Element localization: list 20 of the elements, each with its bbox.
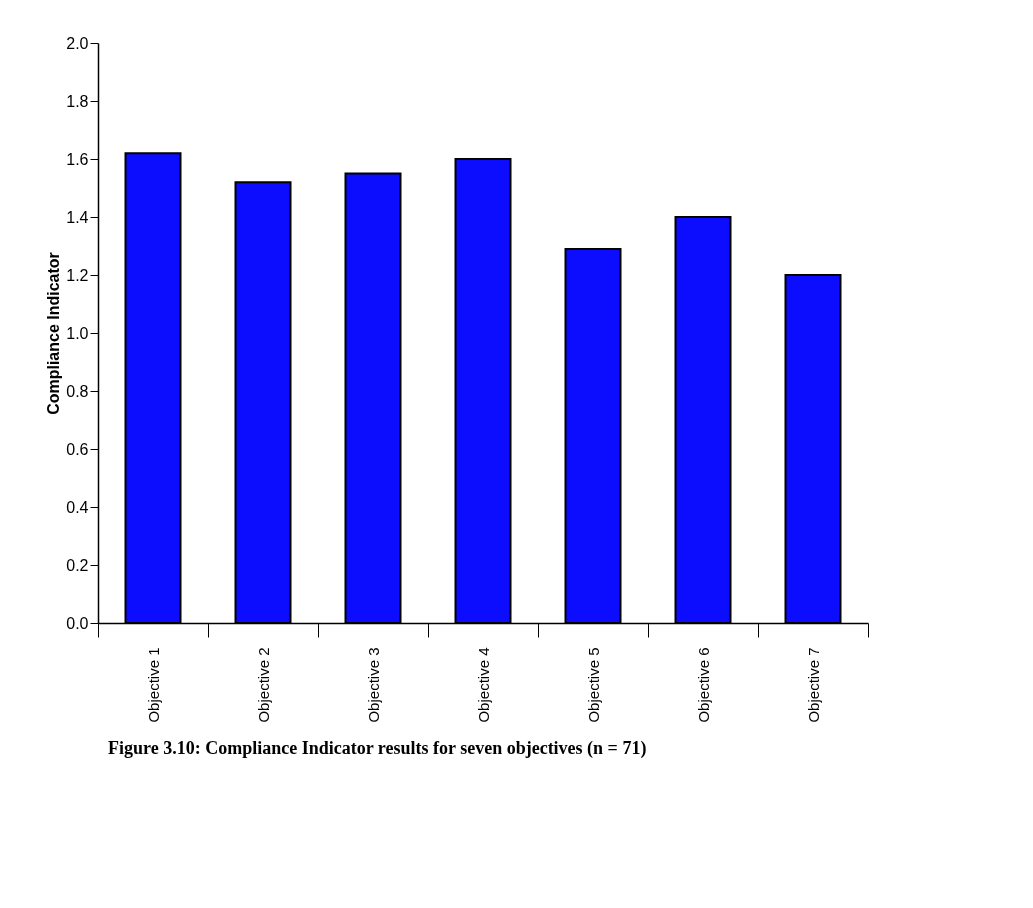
caption: Figure 3.10: Compliance Indicator results for seven objectives (n = 71)	[108, 738, 648, 759]
y-axis-title: Compliance Indicator	[45, 252, 63, 415]
y-tick-label: 1.0	[66, 324, 89, 342]
y-tick-label: 0.8	[66, 382, 89, 400]
x-tick-label: Objective 7	[804, 647, 822, 723]
x-tick-label: Objective 1	[144, 647, 162, 723]
y-tick-label: 0.6	[66, 440, 89, 458]
x-tick-label: Objective 3	[364, 647, 382, 723]
y-tick-label: 0.4	[66, 498, 89, 516]
x-tick-label: Objective 6	[694, 647, 712, 723]
y-tick-label: 1.6	[66, 150, 89, 168]
y-tick-label: 1.2	[66, 266, 89, 284]
x-tick-label: Objective 2	[254, 647, 272, 723]
y-tick-label: 0.2	[66, 556, 89, 574]
x-tick-label: Objective 4	[474, 647, 492, 723]
y-tick-label: 0.0	[66, 614, 89, 632]
x-tick-label: Objective 5	[584, 647, 602, 723]
y-tick-label: 2.0	[66, 34, 89, 52]
y-tick-label: 1.8	[66, 92, 89, 110]
y-tick-label: 1.4	[66, 208, 89, 226]
